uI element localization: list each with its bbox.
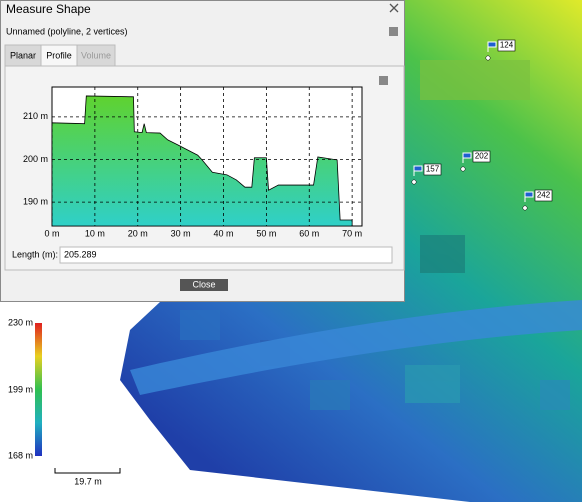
x-tick-label: 40 m — [213, 228, 233, 238]
length-label: Length (m): — [12, 249, 58, 259]
x-tick-label: 30 m — [171, 228, 191, 238]
y-tick-label: 210 m — [23, 111, 48, 121]
dialog-title: Measure Shape — [6, 2, 91, 16]
profile-area — [51, 95, 353, 227]
length-input[interactable] — [59, 246, 393, 264]
close-button[interactable] — [180, 279, 228, 291]
marker-flag — [524, 191, 534, 202]
legend-label: 230 m — [8, 317, 33, 327]
marker-point — [411, 179, 417, 185]
river — [130, 300, 582, 395]
x-tick-label: 20 m — [128, 228, 148, 238]
y-tick-label: 200 m — [23, 154, 48, 164]
markers: 124 157 202 242 — [411, 39, 553, 211]
x-tick-label: 60 m — [299, 228, 319, 238]
marker-point — [485, 55, 491, 61]
marker-label: 202 — [475, 152, 489, 161]
tab-label: Volume — [81, 50, 111, 60]
marker-box — [534, 189, 553, 202]
icon[interactable] — [389, 27, 398, 36]
close-label[interactable]: Close — [192, 279, 215, 289]
close-x[interactable] — [389, 3, 399, 13]
marker-label: 124 — [500, 41, 514, 50]
x-tick-label: 70 m — [342, 228, 362, 238]
legend-label: 168 m — [8, 450, 33, 460]
icon[interactable] — [379, 76, 388, 85]
tab-label[interactable]: Profile — [46, 50, 72, 60]
marker-flag — [462, 152, 472, 163]
marker-box — [472, 150, 491, 163]
y-tick-label: 190 m — [23, 196, 48, 206]
scale-bar — [54, 468, 121, 474]
legend-label: 199 m — [8, 384, 33, 394]
color-scale — [35, 323, 42, 456]
marker-point — [460, 166, 466, 172]
marker-flag — [413, 165, 423, 176]
marker-point — [522, 205, 528, 211]
x-tick-label: 10 m — [85, 228, 105, 238]
dialog-subtitle: Unnamed (polyline, 2 vertices) — [6, 26, 128, 36]
x-tick-label: 50 m — [256, 228, 276, 238]
marker-label: 157 — [426, 165, 440, 174]
marker-label: 242 — [537, 191, 551, 200]
marker-box — [497, 39, 516, 52]
marker-box — [423, 163, 442, 176]
length-value[interactable]: 205.289 — [64, 249, 97, 259]
scale-label: 19.7 m — [74, 476, 102, 486]
tab-label[interactable]: Planar — [10, 50, 36, 60]
profile-chart: 190 m 200 m 210 m 0 m 10 m 20 m 30 m 40 m 50 m 60… — [23, 87, 362, 238]
marker-flag — [487, 41, 497, 52]
x-tick-label: 0 m — [44, 228, 59, 238]
map-surface — [120, 0, 582, 502]
